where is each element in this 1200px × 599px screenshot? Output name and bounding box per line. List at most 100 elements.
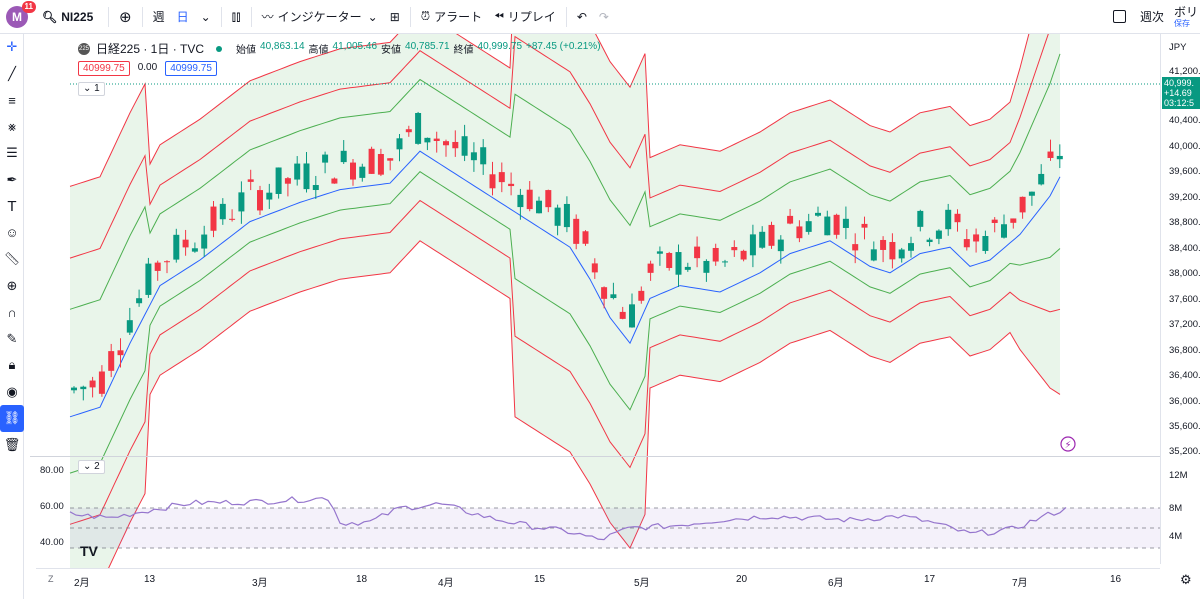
horizontal-lines-icon[interactable]: ≡ bbox=[8, 92, 16, 108]
candle-body bbox=[908, 243, 914, 251]
candle-body bbox=[247, 179, 254, 182]
time-tick: 5月 bbox=[634, 578, 650, 589]
candle-body bbox=[954, 213, 961, 223]
candle-body bbox=[536, 200, 542, 214]
bollinger-label: ボリ bbox=[1174, 4, 1199, 19]
candle-body bbox=[470, 152, 477, 161]
candles-icon: ⫾⫾ bbox=[231, 8, 241, 24]
last-price-value: 40,999. bbox=[1164, 78, 1195, 88]
indicators-label: インジケーター bbox=[277, 10, 362, 24]
link-icon[interactable]: ⛓︎ bbox=[0, 405, 24, 432]
candle-body bbox=[545, 190, 552, 208]
compare-add-button[interactable]: ⊕ bbox=[113, 4, 138, 30]
candle-body bbox=[1019, 196, 1026, 213]
pitchfork-icon[interactable]: ⨳ bbox=[7, 118, 17, 134]
candle-body bbox=[917, 210, 924, 227]
crosshair-icon[interactable]: ✛ bbox=[6, 39, 18, 55]
candle-body bbox=[601, 287, 608, 299]
volume-tick: 12M bbox=[1169, 470, 1188, 481]
redo-button[interactable]: ↷ bbox=[593, 4, 615, 30]
undo-icon: ↶ bbox=[576, 9, 587, 24]
layouts-button[interactable]: ⊞ bbox=[384, 4, 406, 30]
settings-gear-icon[interactable]: ⚙︎ bbox=[1180, 572, 1192, 587]
candle-body bbox=[359, 166, 366, 178]
brush-icon[interactable]: ✒︎ bbox=[6, 171, 18, 187]
candle-body bbox=[182, 239, 189, 248]
fib-icon[interactable]: ☰ bbox=[6, 145, 18, 161]
price-tick: 38,800.00 bbox=[1169, 217, 1200, 228]
indicator-menu[interactable]: ボリ 保存 bbox=[1170, 4, 1200, 30]
pane2-toggle[interactable]: ⌄ 2 bbox=[78, 460, 105, 474]
checkbox-next[interactable]: 週次 bbox=[1107, 4, 1170, 30]
candle-body bbox=[815, 212, 821, 216]
zoom-label[interactable]: Z bbox=[48, 574, 54, 584]
indicators-button[interactable]: 〰 インジケーター ⌄ bbox=[256, 4, 384, 30]
candle-body bbox=[489, 174, 496, 189]
candle-body bbox=[238, 192, 245, 212]
interval-day-button[interactable]: 日 bbox=[176, 10, 189, 24]
lock-icon[interactable]: 🔒︎ bbox=[8, 357, 16, 373]
alert-button[interactable]: ⏰︎ アラート bbox=[415, 4, 488, 30]
chart-type-button[interactable]: ⫾⫾ bbox=[226, 4, 247, 30]
candle-body bbox=[284, 178, 291, 184]
candle-body bbox=[210, 206, 217, 231]
currency-label: JPY bbox=[1169, 42, 1187, 53]
candle-body bbox=[582, 231, 589, 244]
candle-body bbox=[982, 236, 989, 251]
open-label: 始値 bbox=[236, 45, 257, 56]
bollinger-bands bbox=[69, 34, 1061, 568]
candle-body bbox=[777, 239, 784, 252]
lightning-icon[interactable]: ⚡︎ bbox=[1060, 436, 1076, 452]
candle-body bbox=[610, 294, 617, 299]
price-axis[interactable]: JPY 41,200.00 40,400.00 40,000.00 39,600… bbox=[1160, 34, 1200, 564]
indicators-icon: 〰 bbox=[261, 10, 274, 24]
volume-tick: 8M bbox=[1169, 503, 1183, 514]
price-tick: 35,200.00 bbox=[1169, 446, 1200, 457]
candle-body bbox=[136, 298, 143, 304]
saved-label: 保存 bbox=[1174, 18, 1190, 28]
zoom-icon[interactable]: ⊕ bbox=[6, 277, 18, 293]
candle-body bbox=[629, 304, 635, 328]
candle-body bbox=[80, 386, 87, 390]
time-tick: 17 bbox=[924, 574, 936, 585]
ruler-icon[interactable]: 📏︎ bbox=[3, 251, 21, 267]
magnet-icon[interactable]: ∩ bbox=[7, 304, 17, 320]
candle-body bbox=[926, 239, 933, 243]
sell-button[interactable]: 40999.75 bbox=[78, 61, 130, 76]
symbol-search-button[interactable]: 🔍︎ NI225 bbox=[36, 4, 104, 30]
redo-icon: ↷ bbox=[598, 9, 609, 24]
interval-week-button[interactable]: 週 bbox=[152, 10, 165, 24]
pane-separator[interactable] bbox=[30, 456, 1160, 457]
time-tick: 15 bbox=[534, 574, 546, 585]
pencil-lock-icon[interactable]: ✎ bbox=[6, 330, 18, 346]
trend-line-icon[interactable]: ╱ bbox=[8, 65, 16, 81]
interval-dropdown[interactable]: ⌄ bbox=[195, 4, 217, 30]
candle-body bbox=[508, 183, 515, 187]
band-fill bbox=[70, 34, 1060, 568]
candle-body bbox=[108, 351, 115, 371]
divider bbox=[141, 6, 143, 27]
emoji-icon[interactable]: ☺︎ bbox=[5, 225, 19, 241]
replay-button[interactable]: ⏪︎ リプレイ bbox=[488, 4, 562, 30]
chevron-down-icon: ⌄ bbox=[367, 9, 378, 24]
buy-button[interactable]: 40999.75 bbox=[165, 61, 217, 76]
legend-title[interactable]: 日経225 · 1日 · TVC bbox=[96, 42, 205, 56]
time-tick: 13 bbox=[144, 574, 156, 585]
alert-label: アラート bbox=[434, 10, 483, 24]
user-avatar[interactable]: M 11 bbox=[6, 0, 36, 28]
candle-body bbox=[368, 148, 375, 174]
eye-icon[interactable]: ◉ bbox=[6, 383, 18, 399]
text-icon[interactable]: T bbox=[7, 197, 17, 215]
price-chart[interactable]: ⚡︎ TV bbox=[30, 34, 1160, 568]
trash-icon[interactable]: 🗑︎ bbox=[3, 436, 21, 452]
candle-body bbox=[396, 138, 403, 150]
candle-body bbox=[117, 350, 124, 356]
candle-body bbox=[164, 261, 170, 263]
band-line bbox=[69, 53, 1061, 310]
last-price-change: +14.69 bbox=[1164, 88, 1192, 98]
pane1-toggle[interactable]: ⌄ 1 bbox=[78, 82, 105, 96]
time-axis[interactable]: 2月 13 3月 18 4月 15 5月 20 6月 17 7月 16 bbox=[36, 568, 1160, 590]
bar-countdown: 03:12:5 bbox=[1164, 98, 1195, 108]
undo-button[interactable]: ↶ bbox=[571, 4, 593, 30]
notification-badge: 11 bbox=[21, 0, 36, 13]
